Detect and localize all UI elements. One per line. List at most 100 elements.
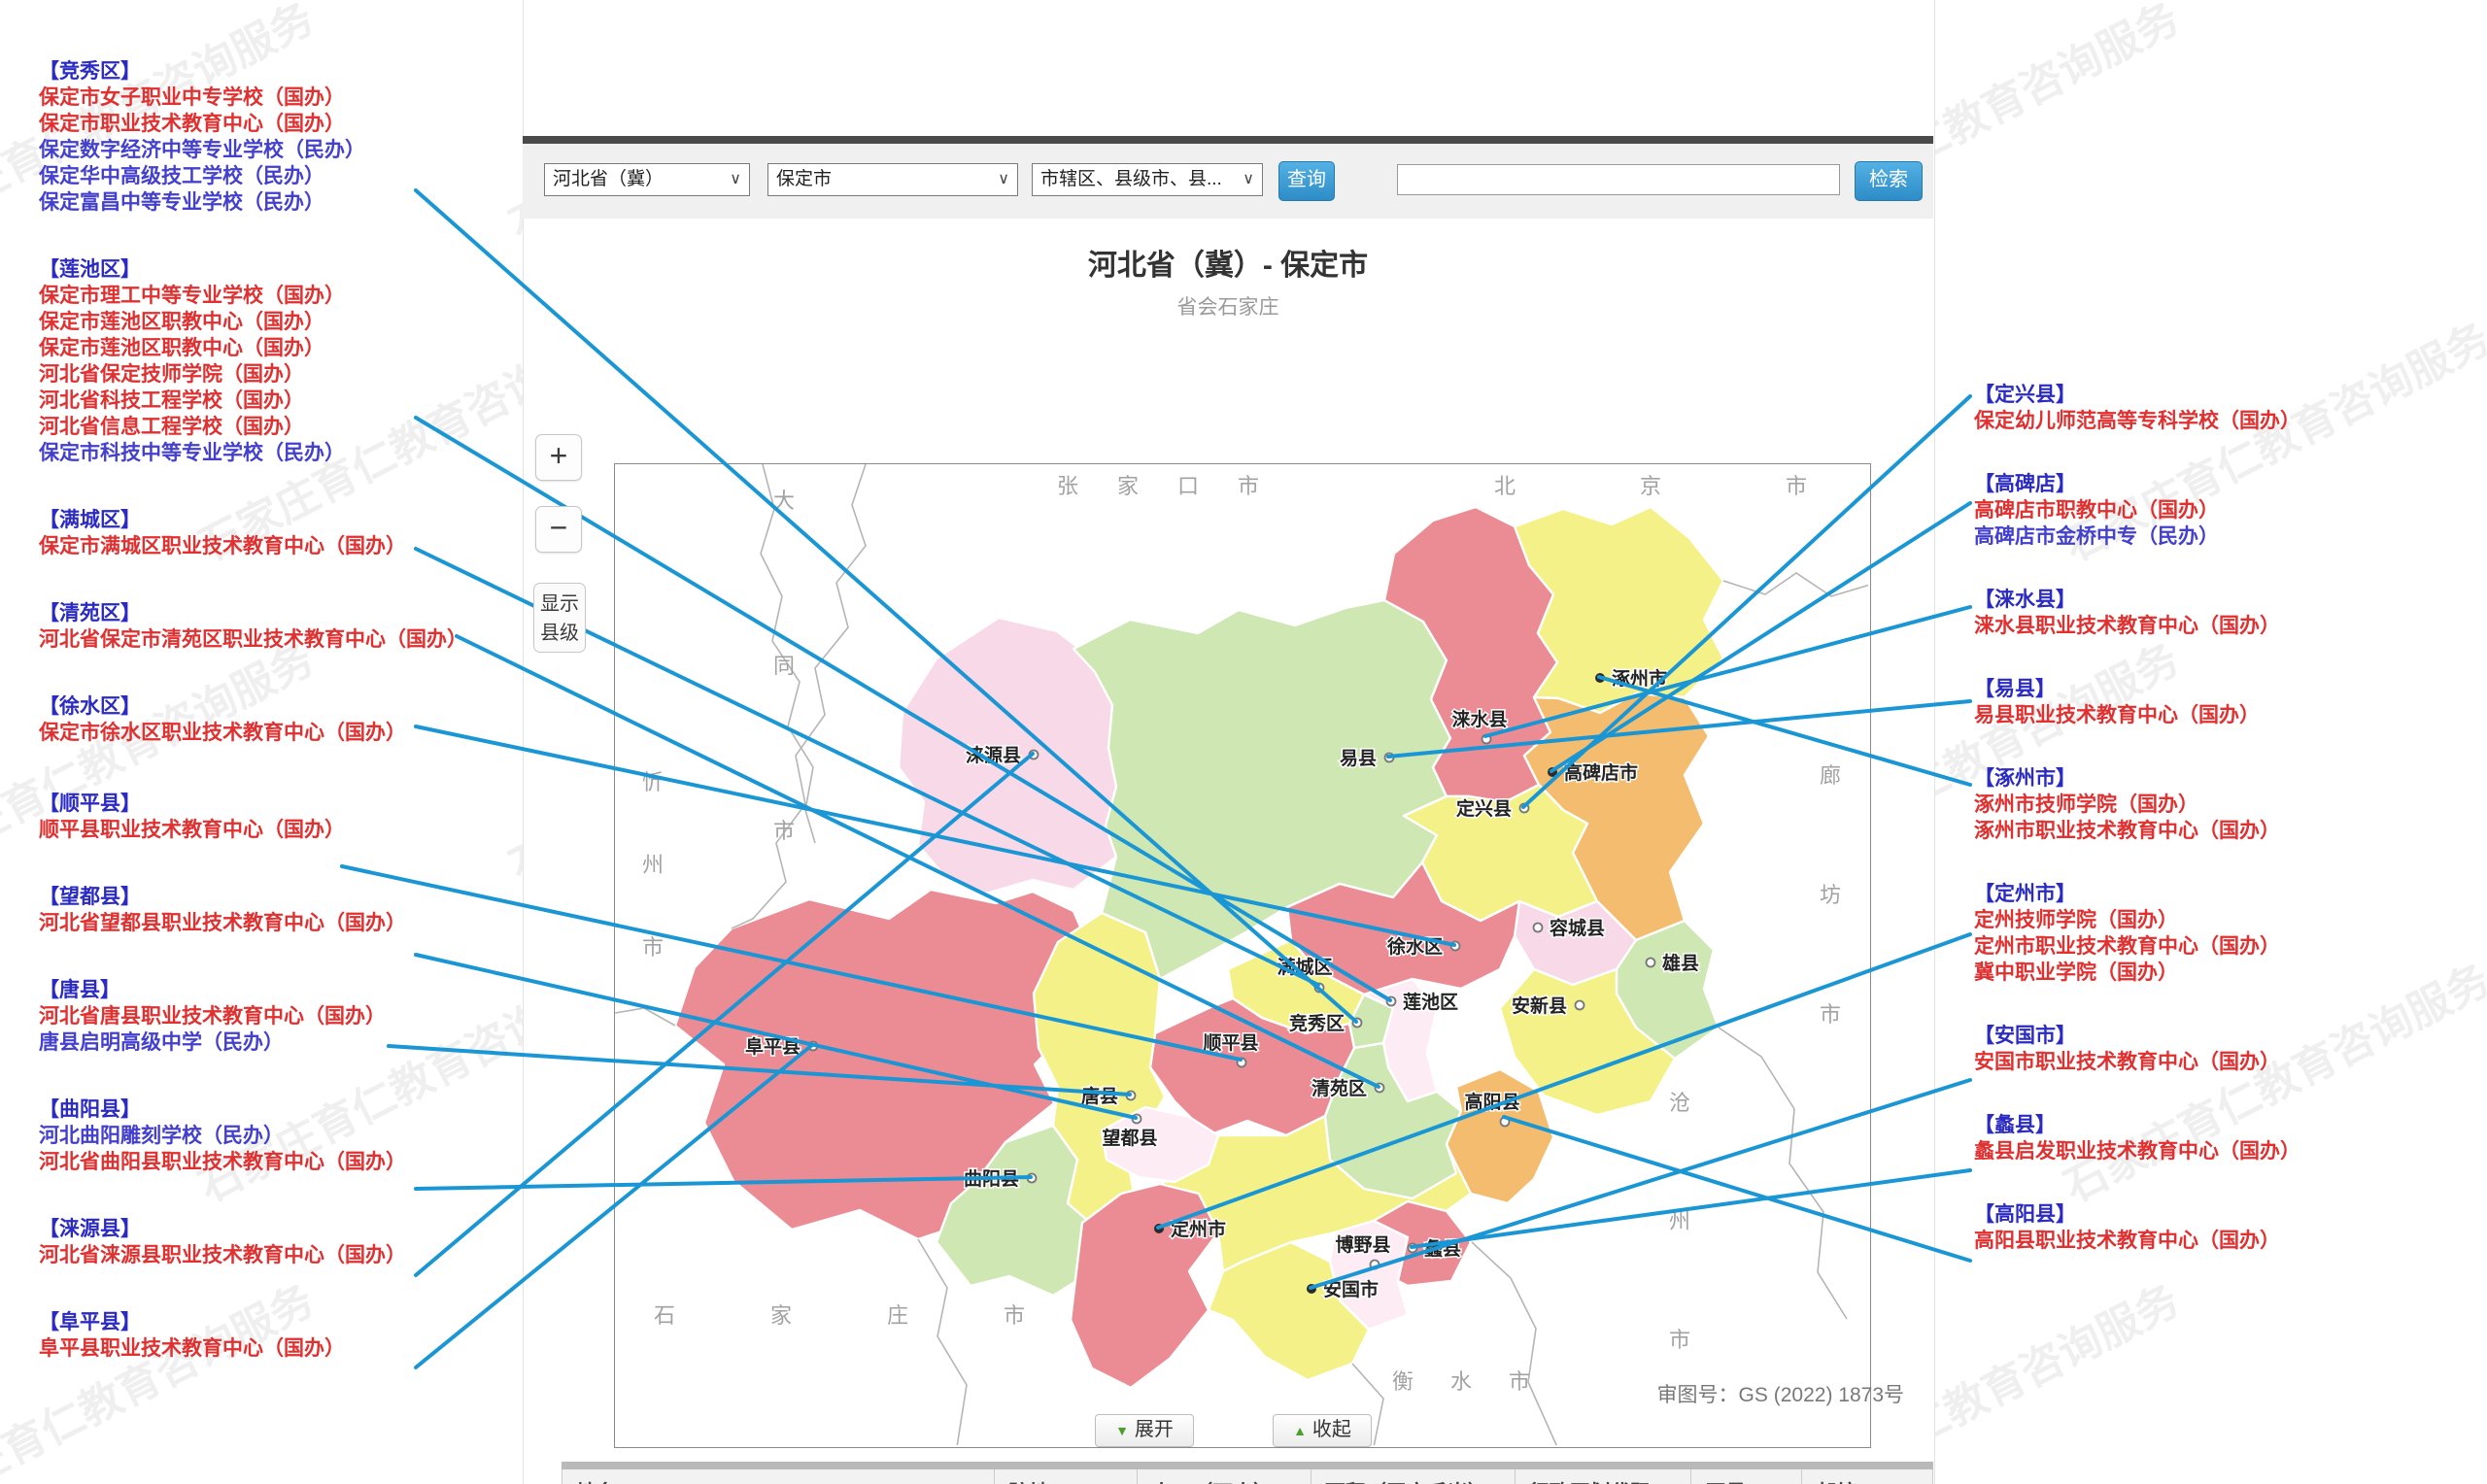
district-select[interactable]: 市辖区、县级市、县... ∨ [1032, 163, 1263, 196]
city-marker-dot [1595, 673, 1605, 683]
school-item: 蠡县启发职业技术教育中心（国办） [1974, 1140, 2300, 1163]
table-header-row: 地名驻地人口（万人）面积（平方千米）行政区划代码区号邮编 [562, 1469, 1933, 1484]
school-item: 保定市科技中等专业学校（民办） [39, 442, 345, 464]
county-marker-circle [1449, 940, 1461, 952]
chevron-down-icon: ∨ [998, 171, 1009, 187]
neighbor-region-label: 大同市 [773, 489, 795, 843]
county-label: 蠡县 [1424, 1237, 1461, 1260]
neighbor-region-label: 衡水市 [1392, 1369, 1530, 1394]
district-select-value: 市辖区、县级市、县... [1040, 169, 1222, 189]
county-label: 高阳县 [1464, 1091, 1519, 1113]
expand-label: 展开 [1134, 1419, 1174, 1440]
county-marker-circle [1374, 1082, 1385, 1094]
district-header: 【唐县】 [39, 979, 120, 1001]
school-item: 河北省唐县职业技术教育中心（国办） [39, 1005, 386, 1028]
school-item: 高碑店市职教中心（国办） [1974, 499, 2219, 522]
county-label: 顺平县 [1203, 1032, 1258, 1054]
county-label: 容城县 [1550, 917, 1605, 939]
county-marker-circle [1574, 999, 1585, 1011]
table-top-bar [562, 1462, 1933, 1469]
county-shape-定州市[interactable] [1069, 1182, 1220, 1390]
district-header: 【满城区】 [39, 509, 141, 531]
search-input[interactable] [1397, 164, 1840, 195]
county-label: 涿州市 [1612, 667, 1667, 690]
school-item: 保定幼儿师范高等专科学校（国办） [1974, 410, 2300, 432]
school-item: 河北省保定市清苑区职业技术教育中心（国办） [39, 628, 467, 651]
retrieve-button[interactable]: 检索 [1855, 161, 1923, 201]
district-section: 【定兴县】 保定幼儿师范高等专科学校（国办） [1974, 382, 2440, 434]
district-section: 【涞源县】 河北省涞源县职业技术教育中心（国办） [39, 1216, 505, 1268]
county-label: 望都县 [1102, 1127, 1157, 1149]
neighbor-region-label: 北京市 [1494, 474, 1807, 498]
map-license-number: 审图号：GS (2022) 1873号 [1656, 1384, 1904, 1406]
neighbor-boundary-line [614, 1007, 676, 1027]
county-marker-circle [1026, 1172, 1038, 1184]
table-column-header: 人口（万人） [1138, 1469, 1312, 1484]
district-header: 【徐水区】 [39, 695, 141, 718]
city-select-value: 保定市 [776, 169, 833, 189]
collapse-label: 收起 [1312, 1419, 1351, 1440]
district-section: 【涞水县】 涞水县职业技术教育中心（国办） [1974, 587, 2440, 639]
county-marker-circle [1131, 1113, 1142, 1125]
county-label: 阜平县 [745, 1035, 801, 1058]
zoom-out-button[interactable]: − [535, 506, 582, 553]
county-label: 定州市 [1171, 1218, 1226, 1240]
district-section: 【高阳县】 高阳县职业技术教育中心（国办） [1974, 1201, 2440, 1254]
county-label: 唐县 [1081, 1085, 1118, 1107]
district-section: 【莲池区】 保定市理工中等专业学校（国办） 保定市莲池区职教中心（国办） 保定市莲池区… [39, 256, 505, 466]
left-school-column: 【竞秀区】 保定市女子职业中专学校（国办） 保定市职业技术教育中心（国办） 保定数字经… [39, 58, 505, 1402]
zoom-in-button[interactable]: + [535, 434, 582, 481]
layer-toggle-line1: 显示 [540, 593, 579, 615]
county-marker-circle [1125, 1090, 1137, 1101]
county-label: 清苑区 [1312, 1077, 1367, 1099]
table-column-header: 行政区划代码 [1516, 1469, 1692, 1484]
district-header: 【蠡县】 [1974, 1114, 2056, 1136]
county-marker-circle [1028, 749, 1039, 760]
province-select[interactable]: 河北省（冀） ∨ [544, 163, 750, 196]
school-item: 保定华中高级技工学校（民办） [39, 165, 324, 187]
school-item: 定州市职业技术教育中心（国办） [1974, 935, 2280, 958]
school-item: 冀中职业学院（国办） [1974, 961, 2178, 984]
neighbor-region-label: 石家庄市 [654, 1303, 1025, 1328]
district-header: 【涿州市】 [1974, 767, 2076, 790]
layer-toggle-line2: 县级 [540, 623, 579, 644]
show-county-level-button[interactable]: 显示 县级 [533, 583, 586, 653]
county-label: 博野县 [1335, 1233, 1390, 1256]
county-marker-circle [1313, 982, 1325, 994]
chevron-down-icon: ∨ [730, 171, 741, 187]
baoding-map-svg: 张家口市 北京市廊坊市沧州市衡水市 石家庄市 忻州市 大同市涞源县阜平县 易县 涞水县 涿州市… [614, 463, 1871, 1448]
county-label: 安新县 [1512, 995, 1567, 1017]
school-item: 涿州市技师学院（国办） [1974, 793, 2198, 816]
school-item: 保定市职业技术教育中心（国办） [39, 113, 345, 135]
neighbor-boundary-line [1471, 1241, 1558, 1448]
county-marker-circle [1481, 733, 1492, 745]
query-button[interactable]: 查询 [1278, 161, 1335, 201]
district-header: 【望都县】 [39, 886, 141, 908]
neighbor-boundary-line [1351, 1363, 1384, 1448]
county-marker-circle [1351, 1017, 1363, 1029]
city-select[interactable]: 保定市 ∨ [767, 163, 1018, 196]
school-item: 河北省保定技师学院（国办） [39, 363, 304, 386]
district-section: 【顺平县】 顺平县职业技术教育中心（国办） [39, 791, 505, 843]
city-marker-dot [1154, 1224, 1164, 1233]
county-marker-circle [807, 1040, 819, 1052]
school-item: 保定市徐水区职业技术教育中心（国办） [39, 722, 406, 744]
county-marker-circle [1236, 1057, 1247, 1068]
expand-button[interactable]: ▼ 展开 [1095, 1414, 1194, 1447]
neighbor-boundary-line [1722, 572, 1871, 597]
map-canvas[interactable]: 张家口市 北京市廊坊市 沧州市衡水市 石家庄市 忻州市 大同市 涞源县 阜平县 易县 涞水县 涿州市… [614, 463, 1871, 1448]
county-label: 涞水县 [1451, 709, 1507, 730]
neighbor-region-label: 廊坊市 [1820, 763, 1841, 1027]
county-marker-circle [1518, 802, 1530, 814]
county-label: 定兴县 [1456, 797, 1512, 820]
school-item: 定州技师学院（国办） [1974, 909, 2178, 931]
county-marker-circle [1407, 1242, 1418, 1254]
collapse-button[interactable]: ▲ 收起 [1273, 1414, 1372, 1447]
county-marker-circle [1499, 1116, 1511, 1128]
school-item: 河北省信息工程学校（国办） [39, 416, 304, 438]
school-item: 保定市莲池区职教中心（国办） [39, 311, 324, 333]
province-select-value: 河北省（冀） [553, 169, 664, 189]
district-header: 【高碑店】 [1974, 473, 2076, 495]
neighbor-region-label: 忻州市 [642, 770, 664, 960]
